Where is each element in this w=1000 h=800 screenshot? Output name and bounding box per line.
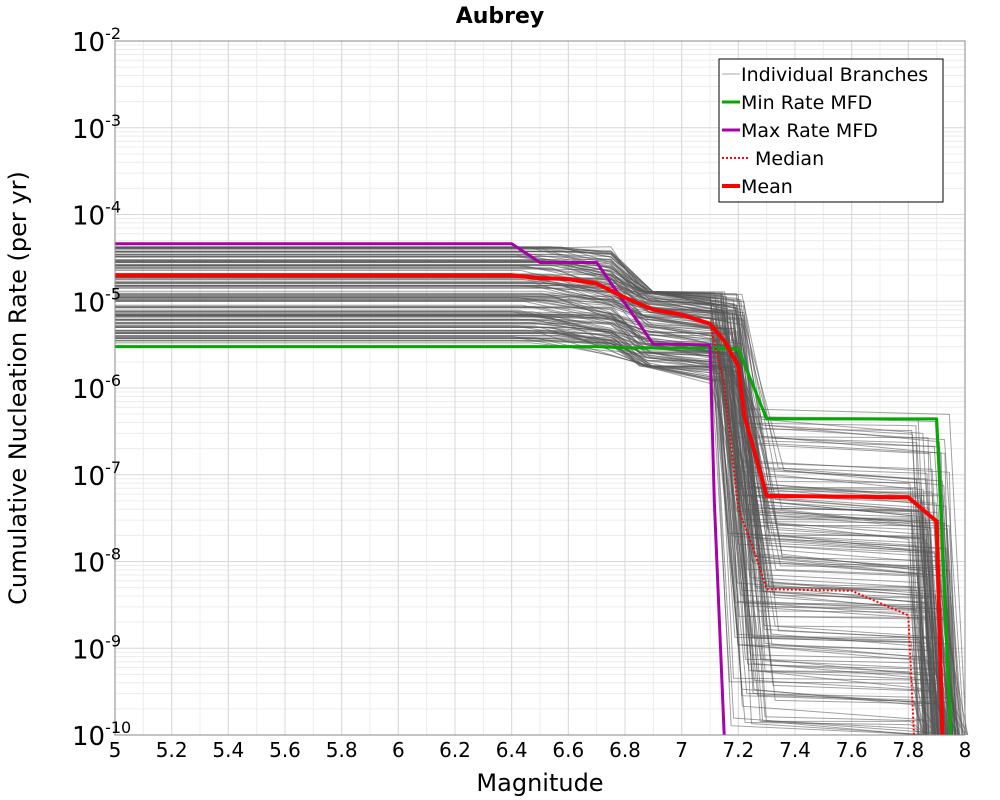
y-tick-label: 10-9 bbox=[72, 631, 121, 665]
x-tick-labels: 5 5.2 5.4 5.6 5.8 6 6.2 6.4 6.6 6.8 7 7.2 7.4 7.6 7.8 8 bbox=[109, 738, 972, 762]
series-line-mean bbox=[115, 273, 945, 736]
x-tick-label: 6.4 bbox=[496, 738, 528, 762]
branch-line bbox=[115, 326, 941, 736]
x-tick-label: 6.8 bbox=[609, 738, 641, 762]
branch-line bbox=[115, 301, 948, 736]
y-tick-label: 10-6 bbox=[72, 371, 121, 405]
x-tick-label: 6.2 bbox=[439, 738, 471, 762]
branch-line bbox=[115, 281, 922, 736]
branch-line bbox=[115, 319, 940, 736]
branch-line bbox=[115, 325, 940, 736]
x-tick-label: 8 bbox=[959, 738, 972, 762]
legend-label-min: Min Rate MFD bbox=[741, 92, 872, 114]
branch-line bbox=[115, 306, 939, 736]
branch-line bbox=[115, 277, 956, 736]
y-tick-labels: 10-2 10-3 10-4 10-5 10-6 10-7 10-8 10-9 10-10 bbox=[72, 24, 131, 752]
branch-line bbox=[115, 292, 938, 736]
branch-line bbox=[115, 273, 954, 736]
x-axis-label: Magnitude bbox=[476, 769, 603, 797]
y-tick-label: 10-10 bbox=[72, 718, 131, 752]
branch-line bbox=[115, 248, 926, 736]
branch-line bbox=[115, 246, 963, 736]
y-tick-label: 10-8 bbox=[72, 545, 121, 579]
x-tick-label: 6.6 bbox=[552, 738, 584, 762]
chart-title: Aubrey bbox=[456, 4, 545, 29]
x-tick-label: 5.2 bbox=[156, 738, 188, 762]
y-tick-label: 10-7 bbox=[72, 458, 121, 492]
branch-line bbox=[115, 332, 924, 736]
branch-line bbox=[115, 338, 954, 736]
y-tick-label: 10-5 bbox=[72, 284, 121, 318]
branch-line bbox=[115, 326, 969, 736]
x-tick-label: 7 bbox=[675, 738, 688, 762]
legend-label-median: Median bbox=[755, 148, 824, 170]
legend: Individual Branches Min Rate MFD Max Rat… bbox=[718, 58, 944, 203]
x-tick-label: 5.6 bbox=[269, 738, 301, 762]
branch-line bbox=[115, 314, 937, 736]
legend-box bbox=[718, 58, 944, 203]
branch-line bbox=[115, 326, 932, 736]
branch-line bbox=[115, 336, 944, 736]
y-tick-label: 10-2 bbox=[72, 24, 121, 58]
branch-line bbox=[115, 290, 938, 736]
y-tick-label: 10-3 bbox=[72, 111, 121, 145]
branch-line bbox=[115, 330, 956, 736]
branch-line bbox=[115, 299, 937, 736]
plot-frame bbox=[114, 40, 966, 736]
x-tick-label: 7.6 bbox=[836, 738, 868, 762]
branch-line bbox=[115, 295, 939, 736]
x-tick-label: 5 bbox=[109, 738, 122, 762]
branch-line bbox=[115, 247, 927, 736]
series-line-max-rate-mfd bbox=[115, 242, 726, 736]
branch-line bbox=[115, 307, 920, 736]
x-tick-label: 5.4 bbox=[212, 738, 244, 762]
series-lines bbox=[115, 242, 953, 736]
branch-line bbox=[115, 315, 943, 736]
branch-line bbox=[115, 329, 956, 736]
branch-line bbox=[115, 250, 935, 736]
x-tick-label: 7.8 bbox=[892, 738, 924, 762]
branch-line bbox=[115, 300, 952, 736]
x-tick-label: 6 bbox=[392, 738, 405, 762]
y-axis-label: Cumulative Nucleation Rate (per yr) bbox=[4, 171, 32, 605]
legend-label-branches: Individual Branches bbox=[741, 64, 928, 86]
branch-line bbox=[115, 334, 954, 736]
legend-label-max: Max Rate MFD bbox=[741, 120, 878, 142]
branch-line bbox=[115, 267, 951, 736]
branch-line bbox=[115, 286, 952, 736]
legend-label-mean: Mean bbox=[741, 176, 793, 198]
x-tick-label: 7.4 bbox=[779, 738, 811, 762]
x-tick-label: 5.8 bbox=[326, 738, 358, 762]
y-tick-label: 10-4 bbox=[72, 198, 121, 232]
branch-line bbox=[115, 338, 959, 736]
branch-line bbox=[115, 260, 929, 736]
branch-line bbox=[115, 340, 927, 736]
x-tick-label: 7.2 bbox=[722, 738, 754, 762]
